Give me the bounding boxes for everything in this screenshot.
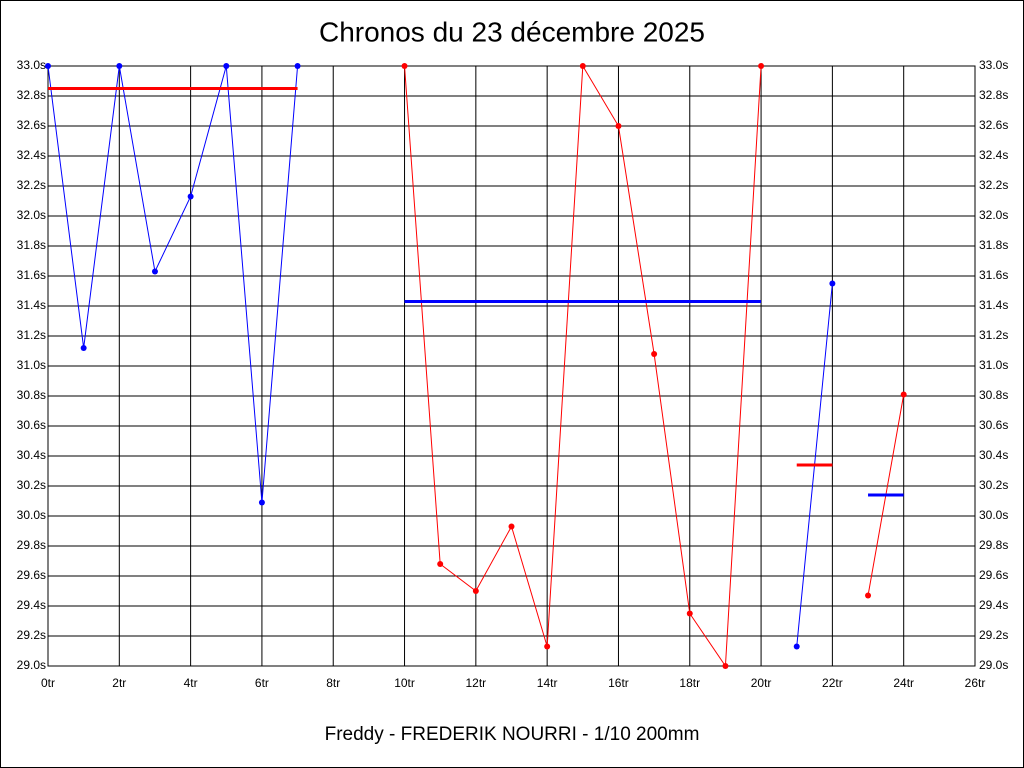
y-tick-label: 30.8s <box>17 388 46 402</box>
data-point <box>829 280 836 287</box>
y-tick-label: 32.0s <box>17 208 46 222</box>
y-tick-label: 31.6s <box>17 268 46 282</box>
x-tick-label: 22tr <box>822 676 843 690</box>
y2-tick-label: 32.2s <box>979 178 1008 192</box>
x-tick-label: 6tr <box>255 676 269 690</box>
data-point <box>865 592 872 599</box>
x-tick-label: 24tr <box>893 676 914 690</box>
data-point <box>45 63 51 69</box>
y-tick-label: 33.0s <box>17 58 46 72</box>
y2-tick-label: 32.0s <box>979 208 1008 222</box>
y2-tick-label: 30.6s <box>979 418 1008 432</box>
y2-tick-label: 32.6s <box>979 118 1008 132</box>
x-tick-label: 10tr <box>394 676 415 690</box>
data-point <box>116 63 123 69</box>
y2-tick-label: 32.4s <box>979 148 1008 162</box>
y-tick-label: 30.2s <box>17 478 46 492</box>
y2-tick-label: 31.2s <box>979 328 1008 342</box>
x-tick-label: 12tr <box>466 676 487 690</box>
data-point <box>80 345 87 351</box>
data-point <box>258 499 265 506</box>
y-tick-label: 32.6s <box>17 118 46 132</box>
x-tick-label: 16tr <box>608 676 629 690</box>
y2-tick-label: 32.8s <box>979 88 1008 102</box>
data-point <box>615 123 622 129</box>
y-tick-label: 29.2s <box>17 628 46 642</box>
y-tick-label: 32.8s <box>17 88 46 102</box>
x-tick-label: 2tr <box>112 676 126 690</box>
x-tick-label: 20tr <box>751 676 772 690</box>
x-tick-label: 0tr <box>41 676 55 690</box>
y-tick-label: 29.0s <box>17 658 46 672</box>
chart-title: Chronos du 23 décembre 2025 <box>319 16 705 47</box>
x-tick-label: 14tr <box>537 676 558 690</box>
data-point <box>651 351 658 357</box>
y2-tick-label: 31.6s <box>979 268 1008 282</box>
y2-tick-label: 29.0s <box>979 658 1008 672</box>
x-tick-label: 4tr <box>184 676 198 690</box>
y-tick-label: 31.2s <box>17 328 46 342</box>
y-tick-label: 30.0s <box>17 508 46 522</box>
data-point <box>294 63 301 69</box>
data-point <box>151 268 158 275</box>
y-tick-label: 32.4s <box>17 148 46 162</box>
y-tick-label: 29.6s <box>17 568 46 582</box>
data-point <box>437 561 444 567</box>
y2-tick-label: 29.8s <box>979 538 1008 552</box>
y-tick-label: 29.4s <box>17 598 46 612</box>
y-tick-label: 31.4s <box>17 298 46 312</box>
data-point <box>686 610 693 617</box>
data-point <box>900 391 907 398</box>
data-point <box>401 63 408 69</box>
y-tick-label: 31.0s <box>17 358 46 372</box>
y2-tick-label: 30.4s <box>979 448 1008 462</box>
y2-tick-label: 31.8s <box>979 238 1008 252</box>
y-tick-label: 29.8s <box>17 538 46 552</box>
y2-tick-label: 29.6s <box>979 568 1008 582</box>
y-tick-label: 32.2s <box>17 178 46 192</box>
x-tick-label: 18tr <box>679 676 700 690</box>
plot-border <box>47 65 976 667</box>
data-point <box>187 193 194 200</box>
y2-tick-label: 30.0s <box>979 508 1008 522</box>
x-axis-label: Freddy - FREDERIK NOURRI - 1/10 200mm <box>325 724 700 745</box>
y2-tick-label: 30.2s <box>979 478 1008 492</box>
data-point <box>793 643 800 650</box>
data-point <box>472 588 479 594</box>
data-point <box>508 523 515 530</box>
data-point <box>544 643 551 650</box>
x-tick-label: 8tr <box>326 676 340 690</box>
data-point <box>579 63 586 69</box>
data-point <box>722 663 729 669</box>
y-tick-label: 30.4s <box>17 448 46 462</box>
x-tick-label: 26tr <box>965 676 986 690</box>
y2-tick-label: 29.2s <box>979 628 1008 642</box>
data-point <box>223 63 230 69</box>
y-tick-label: 31.8s <box>17 238 46 252</box>
y2-tick-label: 31.0s <box>979 358 1008 372</box>
y-tick-label: 30.6s <box>17 418 46 432</box>
y2-tick-label: 33.0s <box>979 58 1008 72</box>
data-point <box>758 63 765 69</box>
y2-tick-label: 31.4s <box>979 298 1008 312</box>
y2-tick-label: 29.4s <box>979 598 1008 612</box>
y2-tick-label: 30.8s <box>979 388 1008 402</box>
